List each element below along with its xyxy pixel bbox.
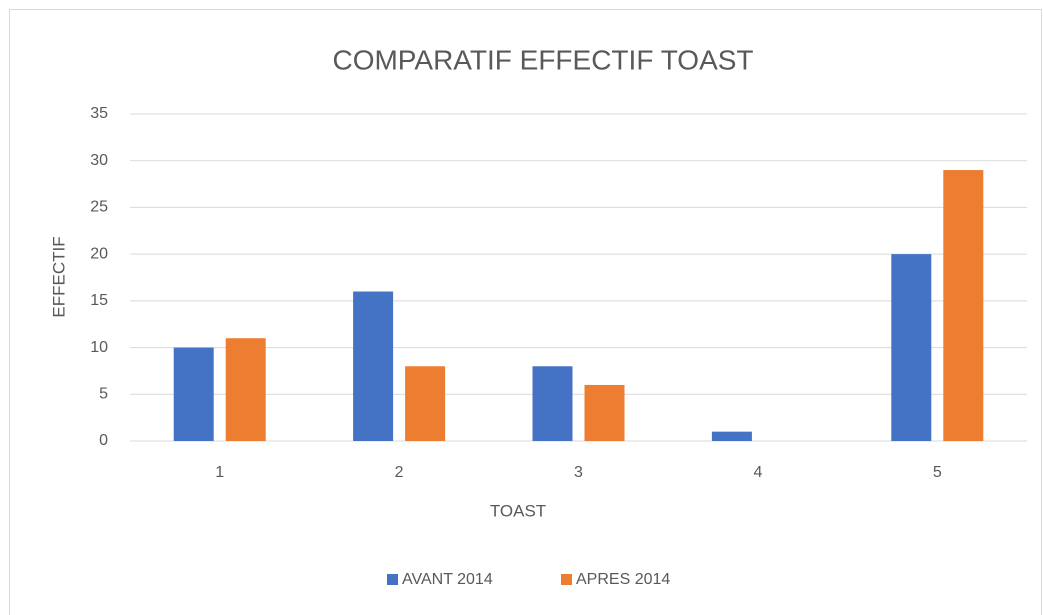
bar bbox=[711, 431, 752, 441]
chart-border bbox=[9, 9, 1042, 615]
bar bbox=[225, 338, 266, 441]
legend-label: APRES 2014 bbox=[576, 571, 670, 588]
x-tick-label: 3 bbox=[574, 464, 583, 481]
bar bbox=[405, 366, 446, 441]
y-tick-label: 15 bbox=[90, 292, 108, 309]
y-tick-label: 10 bbox=[90, 339, 108, 356]
x-tick-label: 2 bbox=[395, 464, 404, 481]
legend-label: AVANT 2014 bbox=[402, 571, 493, 588]
y-tick-label: 30 bbox=[90, 152, 108, 169]
y-tick-label: 0 bbox=[99, 432, 108, 449]
y-tick-label: 5 bbox=[99, 386, 108, 403]
legend-swatch bbox=[561, 574, 572, 585]
y-axis-label: EFFECTIF bbox=[49, 236, 68, 317]
x-tick-label: 1 bbox=[215, 464, 224, 481]
bar bbox=[584, 384, 625, 441]
y-tick-label: 35 bbox=[90, 105, 108, 122]
legend-swatch bbox=[387, 574, 398, 585]
y-tick-label: 25 bbox=[90, 199, 108, 216]
bar bbox=[353, 291, 394, 441]
bar bbox=[173, 347, 214, 441]
bar bbox=[532, 366, 573, 441]
x-axis-label: TOAST bbox=[490, 501, 546, 520]
x-tick-label: 5 bbox=[933, 464, 942, 481]
chart-title: COMPARATIF EFFECTIF TOAST bbox=[332, 44, 753, 75]
bar bbox=[943, 170, 984, 442]
y-tick-label: 20 bbox=[90, 245, 108, 262]
x-tick-label: 4 bbox=[753, 464, 762, 481]
bar bbox=[891, 254, 932, 441]
